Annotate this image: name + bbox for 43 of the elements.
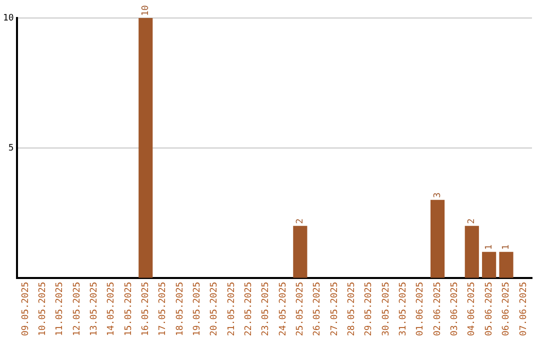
x-tick-label: 27.05.2025: [330, 282, 340, 336]
x-tick-label: 13.05.2025: [89, 282, 100, 336]
data-label: 1: [484, 244, 494, 250]
x-tick-label: 15.05.2025: [124, 282, 134, 336]
x-tick-label: 02.06.2025: [432, 282, 443, 336]
x-tick-label: 05.06.2025: [484, 282, 494, 336]
x-tick-label: 01.06.2025: [416, 282, 426, 336]
x-tick-label: 30.05.2025: [381, 282, 392, 336]
x-tick-label: 26.05.2025: [312, 282, 323, 336]
bar: [499, 252, 514, 278]
x-tick-label: 18.05.2025: [175, 282, 186, 336]
x-tick-label: 21.05.2025: [226, 282, 237, 336]
x-tick-label: 12.05.2025: [72, 282, 82, 336]
bar: [464, 226, 479, 278]
x-tick-label: 17.05.2025: [158, 282, 168, 336]
x-tick-label: 31.05.2025: [398, 282, 409, 336]
x-tick-label: 04.06.2025: [467, 282, 478, 336]
x-tick-label: 23.05.2025: [261, 282, 272, 336]
data-label: 10: [140, 5, 151, 16]
y-tick-label: 5: [8, 143, 14, 154]
bar: [482, 252, 496, 278]
x-tick-label: 14.05.2025: [106, 282, 117, 336]
data-label: 3: [432, 192, 443, 198]
x-tick-label: 19.05.2025: [192, 282, 202, 336]
x-tick-label: 25.05.2025: [296, 282, 306, 336]
x-tick-label: 07.06.2025: [518, 282, 529, 336]
x-tick-label: 28.05.2025: [347, 282, 358, 336]
data-label: 2: [296, 218, 306, 224]
x-tick-label: 22.05.2025: [244, 282, 254, 336]
x-tick-label: 20.05.2025: [210, 282, 220, 336]
x-tick-label: 06.06.2025: [502, 282, 512, 336]
x-tick-label: 10.05.2025: [38, 282, 48, 336]
data-label: 2: [467, 218, 478, 224]
x-tick-label: 11.05.2025: [55, 282, 66, 336]
bar: [293, 226, 308, 278]
x-tick-label: 29.05.2025: [364, 282, 374, 336]
bar: [138, 18, 153, 278]
bar: [430, 200, 445, 278]
x-tick-label: 09.05.2025: [20, 282, 31, 336]
x-tick-label: 16.05.2025: [140, 282, 151, 336]
x-tick-label: 03.06.2025: [450, 282, 460, 336]
data-label: 1: [502, 244, 512, 250]
x-tick-label: 24.05.2025: [278, 282, 288, 336]
